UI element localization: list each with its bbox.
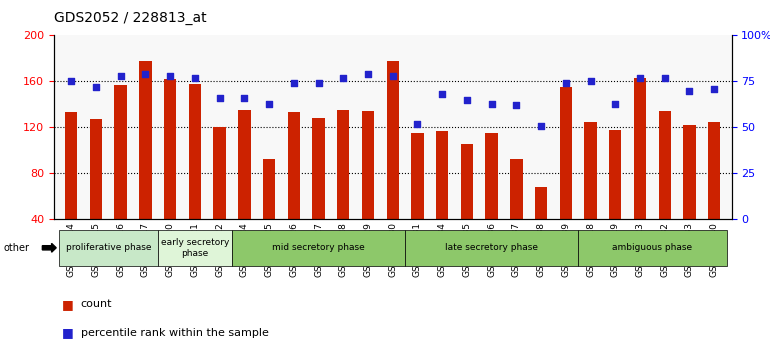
Bar (683, 125, 695, 266)
Text: mid secretory phase: mid secretory phase (272, 243, 365, 252)
Bar (139, 61, 152, 266)
Text: ■: ■ (62, 298, 73, 311)
Text: ambiguous phase: ambiguous phase (612, 243, 692, 252)
Bar (405, 230, 578, 266)
Text: early secretory
phase: early secretory phase (161, 238, 229, 257)
Bar (65, 113, 78, 266)
Bar (511, 159, 523, 266)
Bar (411, 133, 424, 266)
Bar (213, 127, 226, 266)
Bar (634, 78, 646, 266)
Bar (485, 133, 497, 266)
Point (313, 80, 325, 86)
Bar (164, 79, 176, 266)
Point (337, 75, 350, 81)
Point (65, 79, 77, 84)
Text: percentile rank within the sample: percentile rank within the sample (81, 328, 269, 338)
Point (511, 103, 523, 108)
Text: GDS2052 / 228813_at: GDS2052 / 228813_at (54, 11, 206, 25)
Text: ■: ■ (62, 326, 73, 339)
Text: count: count (81, 299, 112, 309)
Point (238, 95, 250, 101)
Point (683, 88, 695, 93)
Bar (158, 230, 232, 266)
Bar (578, 230, 727, 266)
Point (263, 101, 275, 106)
Point (362, 71, 374, 77)
Point (609, 101, 621, 106)
Point (560, 80, 572, 86)
Text: other: other (4, 243, 30, 253)
Bar (708, 122, 721, 266)
Bar (263, 159, 275, 266)
Bar (337, 110, 350, 266)
Point (387, 73, 399, 79)
Bar (288, 113, 300, 266)
Bar (560, 87, 572, 266)
Point (164, 73, 176, 79)
Bar (238, 110, 250, 266)
Point (708, 86, 721, 92)
Bar (90, 119, 102, 266)
Point (535, 123, 547, 129)
Bar (387, 61, 399, 266)
Point (90, 84, 102, 90)
Point (115, 73, 127, 79)
Bar (460, 144, 473, 266)
Bar (189, 84, 201, 266)
Point (189, 75, 201, 81)
Point (460, 97, 473, 103)
Point (485, 101, 497, 106)
Bar (658, 111, 671, 266)
Bar (59, 230, 158, 266)
Point (411, 121, 424, 127)
Point (658, 75, 671, 81)
Point (288, 80, 300, 86)
Bar (232, 230, 405, 266)
Bar (115, 85, 127, 266)
Bar (609, 130, 621, 266)
Bar (436, 131, 448, 266)
Bar (362, 111, 374, 266)
Point (436, 91, 448, 97)
Bar (313, 118, 325, 266)
Point (634, 75, 646, 81)
Text: late secretory phase: late secretory phase (445, 243, 538, 252)
Bar (584, 122, 597, 266)
Point (139, 71, 152, 77)
Point (584, 79, 597, 84)
Text: proliferative phase: proliferative phase (65, 243, 151, 252)
Point (213, 95, 226, 101)
Bar (535, 187, 547, 266)
